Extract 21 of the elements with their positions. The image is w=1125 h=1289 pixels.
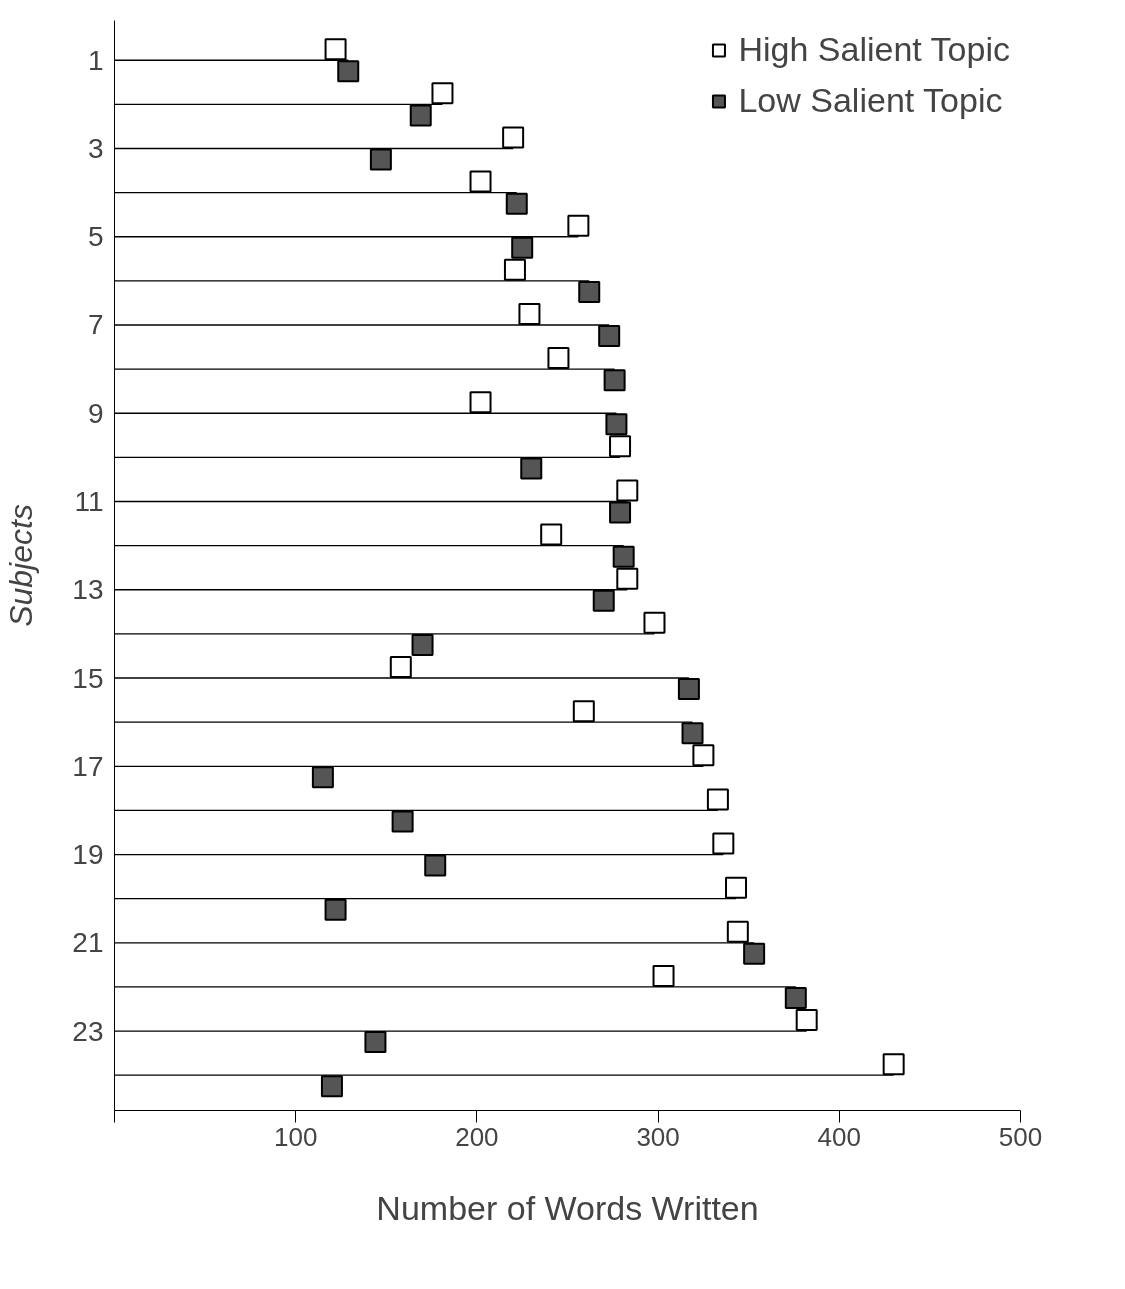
x-tick-label: 400: [817, 1121, 861, 1152]
legend-label: High Salient Topic: [738, 30, 1010, 69]
x-tick-label: 100: [274, 1121, 318, 1152]
y-tick-label: 21: [72, 927, 104, 959]
y-tick-label: 5: [87, 221, 104, 253]
x-tick-label: 300: [636, 1121, 680, 1152]
y-tick-label: 13: [72, 574, 104, 606]
y-tick-label: 9: [87, 397, 104, 429]
y-tick-label: 19: [72, 839, 104, 871]
x-tick-label: 500: [998, 1121, 1043, 1152]
y-tick-label: 7: [87, 309, 104, 341]
y-axis-title: Subjects: [3, 504, 40, 627]
y-tick-label: 3: [87, 132, 104, 164]
y-tick-label: 11: [74, 486, 104, 518]
x-axis-title: Number of Words Written: [376, 1188, 759, 1227]
y-tick-label: 23: [72, 1015, 104, 1047]
y-tick-label: 17: [72, 750, 104, 782]
y-tick-label: 1: [87, 44, 104, 76]
legend-label: Low Salient Topic: [738, 81, 1003, 120]
y-tick-label: 15: [72, 662, 104, 694]
x-tick-label: 200: [455, 1121, 499, 1152]
